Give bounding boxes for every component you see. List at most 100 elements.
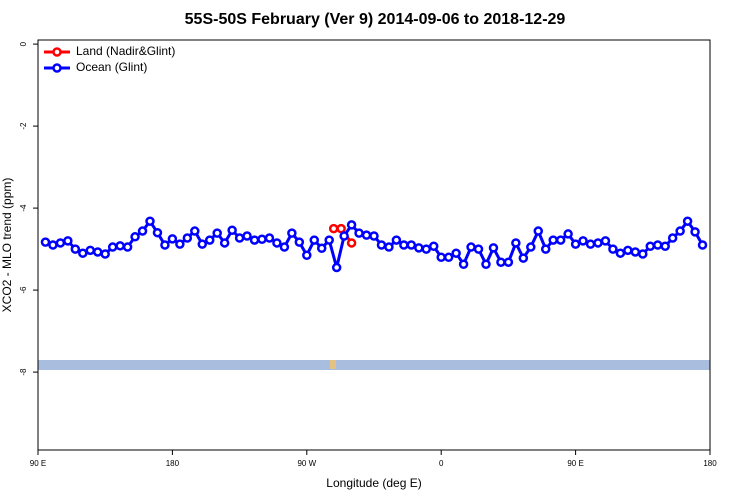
y-tick-label: -4: [19, 204, 28, 212]
data-point: [100, 249, 110, 259]
data-point: [219, 238, 230, 248]
y-tick-label: 0: [19, 41, 28, 46]
data-point: [361, 230, 372, 240]
data-point: [145, 216, 155, 226]
data-point: [526, 242, 536, 252]
data-point: [652, 240, 663, 250]
data-point: [92, 247, 103, 257]
data-point: [481, 259, 491, 270]
data-point: [339, 231, 349, 241]
data-point: [354, 228, 364, 238]
data-point: [593, 238, 603, 248]
data-point: [488, 243, 499, 253]
data-point: [570, 239, 581, 249]
x-tick-label: 180: [166, 459, 180, 468]
data-point: [473, 244, 484, 254]
data-point: [152, 227, 163, 238]
x-tick-label: 180: [703, 459, 717, 468]
chart-title: 55S-50S February (Ver 9) 2014-09-06 to 2…: [185, 11, 566, 28]
data-point: [328, 223, 339, 234]
data-point: [458, 259, 469, 270]
data-point: [518, 253, 529, 263]
data-point: [638, 249, 648, 259]
data-point: [294, 237, 305, 247]
data-point: [585, 239, 596, 249]
y-tick-label: -8: [19, 368, 28, 376]
data-point: [608, 244, 618, 254]
data-point: [115, 241, 125, 251]
data-point: [451, 248, 461, 258]
data-point: [331, 262, 342, 273]
coverage-mark: [330, 360, 336, 369]
data-point: [302, 250, 312, 260]
data-point: [697, 240, 708, 250]
data-point: [533, 226, 544, 236]
plot-frame: [37, 39, 711, 451]
data-point: [414, 243, 424, 253]
data-point: [287, 228, 297, 238]
data-point: [212, 228, 222, 238]
data-point: [690, 227, 700, 237]
data-point: [548, 235, 558, 245]
data-point: [428, 241, 439, 251]
data-point: [78, 248, 88, 258]
data-point: [122, 242, 133, 252]
data-point: [316, 243, 327, 254]
data-point: [466, 242, 476, 252]
data-point: [160, 240, 170, 250]
legend-marker: [52, 63, 62, 73]
data-point: [660, 241, 670, 251]
data-point: [376, 240, 387, 250]
data-point: [279, 242, 290, 252]
data-point: [667, 233, 678, 243]
data-point: [406, 240, 417, 250]
coverage-band: [38, 360, 710, 370]
y-tick-label: -6: [19, 286, 28, 294]
x-tick-label: 90 W: [297, 459, 316, 468]
data-point: [197, 239, 208, 249]
data-point: [264, 233, 275, 243]
data-point: [175, 239, 185, 249]
data-point: [346, 238, 357, 248]
data-point: [70, 244, 81, 254]
data-point: [182, 233, 193, 243]
data-point: [137, 226, 148, 236]
legend-label: Ocean (Glint): [76, 60, 147, 74]
x-axis-label: Longitude (deg E): [326, 476, 421, 490]
data-point: [346, 220, 357, 230]
y-tick-label: -2: [19, 122, 28, 130]
data-point: [227, 225, 237, 235]
legend-label: Land (Nadir&Glint): [76, 44, 175, 58]
data-point: [167, 234, 178, 244]
data-point: [272, 238, 282, 248]
x-tick-label: 90 E: [30, 459, 46, 468]
data-point: [48, 240, 58, 250]
data-point: [324, 235, 334, 245]
data-point: [242, 231, 252, 241]
data-point: [369, 231, 379, 241]
data-point: [645, 241, 656, 251]
data-point: [384, 242, 394, 252]
data-point: [63, 236, 73, 246]
y-axis-label: XCO2 - MLO trend (ppm): [0, 178, 14, 313]
data-point: [443, 252, 454, 263]
data-point: [336, 223, 346, 234]
data-point: [675, 226, 685, 236]
data-point: [234, 233, 245, 243]
data-point: [107, 242, 118, 252]
x-tick-label: 90 E: [567, 459, 583, 468]
data-point: [391, 235, 402, 245]
data-point: [563, 229, 573, 239]
data-point: [540, 244, 551, 254]
data-point: [555, 235, 566, 245]
data-point: [249, 235, 260, 245]
legend-marker: [52, 47, 62, 57]
data-point: [399, 240, 409, 250]
data-point: [85, 245, 96, 256]
data-point: [578, 236, 588, 246]
data-point: [130, 232, 140, 242]
data-point: [204, 235, 215, 245]
data-point: [421, 244, 432, 254]
data-point: [503, 257, 514, 267]
data-point: [309, 235, 320, 245]
